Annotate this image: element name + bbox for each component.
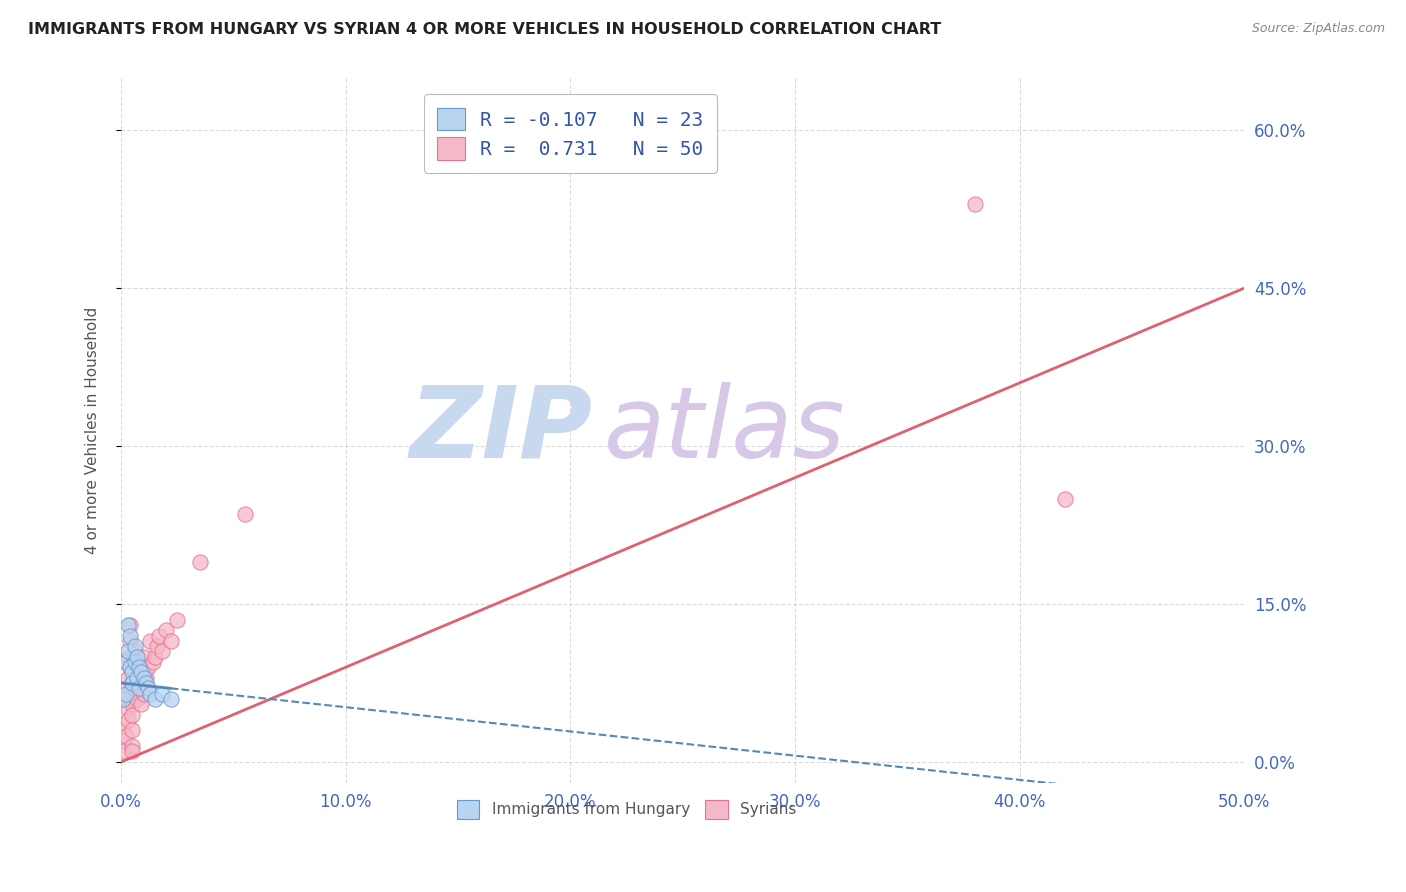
Point: [233, 508, 256, 522]
Point: [128, 681, 150, 696]
Point: [120, 660, 142, 674]
Point: [124, 644, 146, 658]
Point: [131, 681, 153, 696]
Legend: Immigrants from Hungary, Syrians: Immigrants from Hungary, Syrians: [450, 794, 803, 825]
Point: [128, 676, 150, 690]
Point: [121, 739, 143, 754]
Point: [120, 686, 142, 700]
Point: [131, 697, 153, 711]
Point: [117, 649, 139, 664]
Point: [121, 707, 143, 722]
Point: [132, 649, 155, 664]
Point: [132, 665, 155, 680]
Point: [112, 718, 135, 732]
Point: [121, 676, 143, 690]
Point: [159, 633, 181, 648]
Point: [128, 660, 150, 674]
Y-axis label: 4 or more Vehicles in Household: 4 or more Vehicles in Household: [86, 307, 100, 554]
Point: [148, 629, 170, 643]
Point: [146, 639, 169, 653]
Point: [136, 660, 159, 674]
Text: atlas: atlas: [605, 382, 846, 479]
Point: [117, 671, 139, 685]
Point: [117, 713, 139, 727]
Point: [120, 618, 142, 632]
Point: [114, 691, 136, 706]
Point: [121, 691, 143, 706]
Point: [124, 665, 146, 680]
Point: [124, 681, 146, 696]
Point: [155, 624, 177, 638]
Text: Source: ZipAtlas.com: Source: ZipAtlas.com: [1251, 22, 1385, 36]
Point: [166, 613, 188, 627]
Point: [136, 681, 159, 696]
Point: [112, 691, 135, 706]
Point: [131, 665, 153, 680]
Point: [125, 671, 148, 685]
Point: [121, 676, 143, 690]
Text: ZIP: ZIP: [411, 382, 593, 479]
Point: [120, 633, 142, 648]
Point: [120, 629, 142, 643]
Point: [121, 655, 143, 669]
Point: [114, 686, 136, 700]
Point: [143, 691, 166, 706]
Point: [120, 660, 142, 674]
Point: [114, 729, 136, 743]
Point: [117, 618, 139, 632]
Point: [114, 681, 136, 696]
Point: [963, 196, 986, 211]
Point: [121, 697, 143, 711]
Point: [135, 671, 157, 685]
Point: [142, 655, 165, 669]
Point: [143, 649, 166, 664]
Point: [125, 649, 148, 664]
Point: [139, 686, 162, 700]
Point: [121, 744, 143, 758]
Text: IMMIGRANTS FROM HUNGARY VS SYRIAN 4 OR MORE VEHICLES IN HOUSEHOLD CORRELATION CH: IMMIGRANTS FROM HUNGARY VS SYRIAN 4 OR M…: [28, 22, 942, 37]
Point: [128, 660, 150, 674]
Point: [132, 686, 155, 700]
Point: [112, 744, 135, 758]
Point: [125, 655, 148, 669]
Point: [114, 655, 136, 669]
Point: [1053, 491, 1076, 506]
Point: [159, 691, 181, 706]
Point: [124, 639, 146, 653]
Point: [150, 644, 173, 658]
Point: [121, 665, 143, 680]
Point: [124, 655, 146, 669]
Point: [125, 671, 148, 685]
Point: [117, 702, 139, 716]
Point: [135, 676, 157, 690]
Point: [117, 644, 139, 658]
Point: [139, 633, 162, 648]
Point: [132, 671, 155, 685]
Point: [121, 723, 143, 738]
Point: [125, 691, 148, 706]
Point: [112, 734, 135, 748]
Point: [188, 555, 211, 569]
Point: [150, 686, 173, 700]
